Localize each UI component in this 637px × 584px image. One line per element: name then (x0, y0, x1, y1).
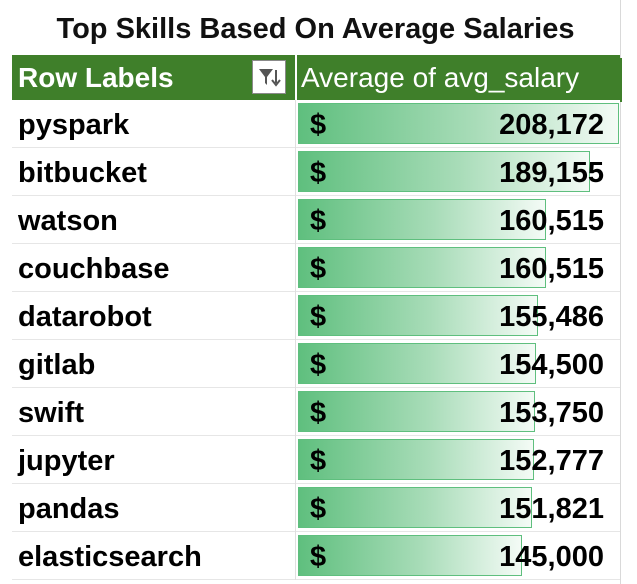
salary-amount: 208,172 (499, 109, 604, 141)
pivot-row[interactable]: couchbase $160,515 (12, 244, 620, 292)
data-bar (298, 487, 532, 528)
skill-label[interactable]: couchbase (18, 253, 170, 285)
selection-border (620, 58, 622, 102)
data-bar (298, 103, 619, 144)
pivot-row[interactable]: watson $160,515 (12, 196, 620, 244)
salary-amount: 153,750 (499, 397, 604, 429)
currency-symbol: $ (310, 301, 327, 333)
pivot-row[interactable]: elasticsearch $145,000 (12, 532, 620, 580)
data-bar (298, 439, 534, 480)
salary-amount: 189,155 (499, 157, 604, 189)
salary-amount: 152,777 (499, 445, 604, 477)
pivot-row[interactable]: gitlab $154,500 (12, 340, 620, 388)
pivot-row[interactable]: jupyter $152,777 (12, 436, 620, 484)
data-bar (298, 247, 546, 288)
row-labels-header[interactable]: Row Labels (18, 62, 174, 93)
salary-cell[interactable]: $154,500 (295, 340, 620, 388)
value-field-header[interactable]: Average of avg_salary (301, 62, 580, 93)
data-bar (298, 535, 522, 576)
skill-label[interactable]: swift (18, 397, 85, 429)
salary-amount: 145,000 (499, 541, 604, 573)
header-divider (295, 55, 297, 100)
salary-cell[interactable]: $153,750 (295, 388, 620, 436)
pivot-title[interactable]: Top Skills Based On Average Salaries (56, 13, 575, 45)
salary-amount: 151,821 (499, 493, 604, 525)
currency-symbol: $ (310, 445, 327, 477)
skill-label[interactable]: pyspark (18, 109, 130, 141)
grid-line (620, 0, 621, 584)
skill-label[interactable]: watson (18, 205, 118, 237)
salary-amount: 154,500 (499, 349, 604, 381)
data-bar (298, 199, 546, 240)
pivot-header-row: Row Labels Average of avg_salary (12, 55, 620, 100)
pivot-row[interactable]: datarobot $155,486 (12, 292, 620, 340)
currency-symbol: $ (310, 493, 327, 525)
skill-label[interactable]: pandas (18, 493, 120, 525)
salary-amount: 160,515 (499, 253, 604, 285)
data-bar (298, 151, 590, 192)
salary-cell[interactable]: $145,000 (295, 532, 620, 580)
currency-symbol: $ (310, 253, 327, 285)
salary-cell[interactable]: $160,515 (295, 196, 620, 244)
pivot-rows: pyspark $208,172 bitbucket $189,155 watson $1… (12, 100, 620, 580)
currency-symbol: $ (310, 205, 327, 237)
currency-symbol: $ (310, 397, 327, 429)
skill-label[interactable]: jupyter (18, 445, 115, 477)
skill-label[interactable]: bitbucket (18, 157, 147, 189)
salary-cell[interactable]: $155,486 (295, 292, 620, 340)
salary-amount: 160,515 (499, 205, 604, 237)
currency-symbol: $ (310, 109, 327, 141)
data-bar (298, 343, 536, 384)
title-row: Top Skills Based On Average Salaries (0, 0, 637, 55)
salary-amount: 155,486 (499, 301, 604, 333)
filter-sort-icon (259, 69, 281, 87)
skill-label[interactable]: datarobot (18, 301, 152, 333)
salary-cell[interactable]: $208,172 (295, 100, 620, 148)
salary-cell[interactable]: $189,155 (295, 148, 620, 196)
row-labels-filter-button[interactable] (252, 60, 286, 94)
pivot-row[interactable]: swift $153,750 (12, 388, 620, 436)
skill-label[interactable]: gitlab (18, 349, 96, 381)
salary-cell[interactable]: $151,821 (295, 484, 620, 532)
data-bar (298, 391, 535, 432)
currency-symbol: $ (310, 157, 327, 189)
pivot-row[interactable]: pyspark $208,172 (12, 100, 620, 148)
data-bar (298, 295, 538, 336)
skill-label[interactable]: elasticsearch (18, 541, 202, 573)
currency-symbol: $ (310, 349, 327, 381)
currency-symbol: $ (310, 541, 327, 573)
salary-cell[interactable]: $152,777 (295, 436, 620, 484)
pivot-row[interactable]: pandas $151,821 (12, 484, 620, 532)
salary-cell[interactable]: $160,515 (295, 244, 620, 292)
pivot-row[interactable]: bitbucket $189,155 (12, 148, 620, 196)
